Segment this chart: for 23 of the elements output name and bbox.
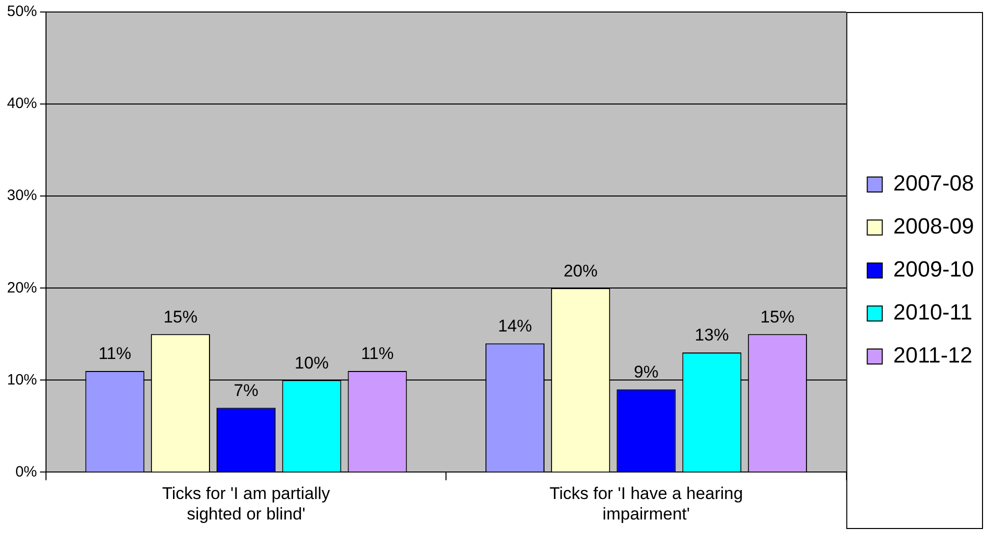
data-label: 15% [163,307,198,326]
legend-label: 2008-09 [893,214,974,239]
x-tick-label: Ticks for 'I have a hearing impairment' [549,484,743,524]
data-label: 10% [294,353,329,372]
legend-label: 2009-10 [893,256,974,282]
x-tick-label: Ticks for 'I am partially sighted or blind' [162,484,331,524]
y-tick-label: 0% [15,463,38,480]
y-tick-label: 30% [6,187,38,204]
y-tick-label: 10% [6,371,38,388]
data-label: 11% [360,344,394,364]
legend-label: 2011-12 [893,342,972,368]
legend-label: 2007-08 [893,170,974,196]
data-label: 11% [98,344,132,364]
y-tick-label: 40% [6,95,38,112]
y-tick-label: 50% [6,3,38,20]
y-tick-label: 20% [6,279,38,296]
data-label: 13% [694,326,729,345]
data-label: 9% [634,362,658,382]
data-label: 15% [760,307,794,326]
data-label: 20% [564,261,598,280]
legend-label: 2010-11 [893,300,972,325]
data-label: 14% [498,316,532,336]
data-label: 7% [234,380,258,400]
